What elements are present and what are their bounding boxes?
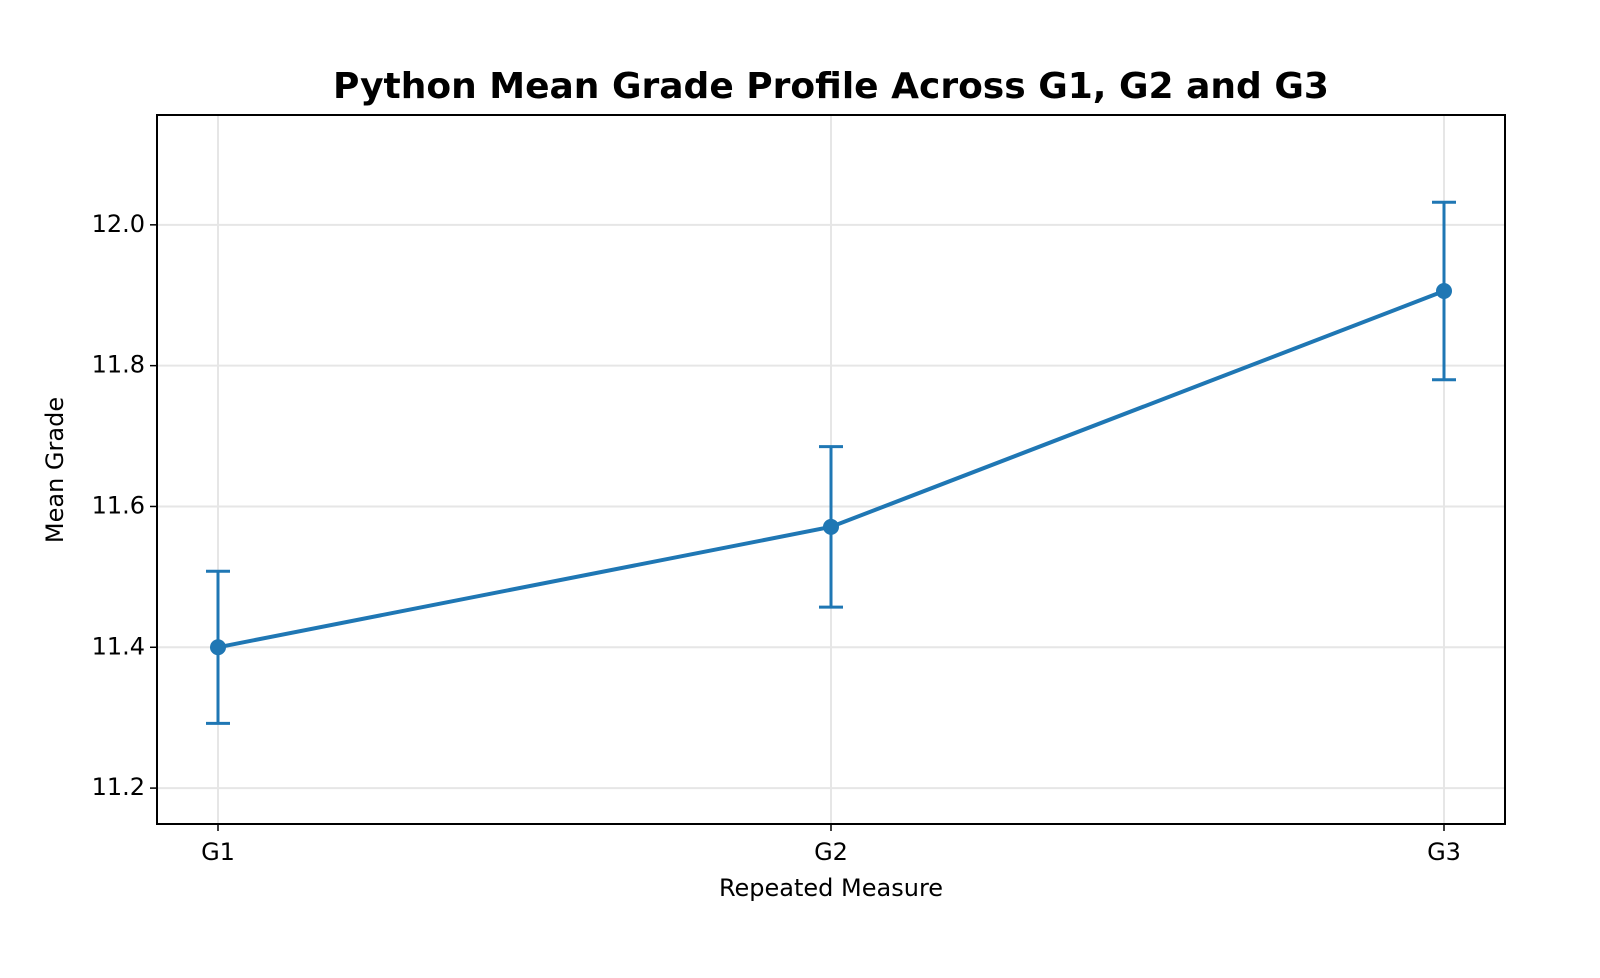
y-tick-label: 11.4 [92, 632, 145, 660]
y-tick-label: 11.6 [92, 491, 145, 519]
y-tick-label: 11.2 [92, 773, 145, 801]
point [1436, 283, 1452, 300]
x-axis-label: Repeated Measure [719, 874, 943, 902]
x-tick-label: G1 [201, 838, 235, 866]
point [823, 518, 839, 535]
chart-title: Python Mean Grade Profile Across G1, G2 … [333, 66, 1329, 107]
y-axis-label: Mean Grade [41, 397, 69, 543]
point [210, 639, 226, 656]
y-tick-label: 12.0 [92, 210, 145, 238]
x-tick-label: G3 [1427, 838, 1461, 866]
y-tick-label: 11.8 [92, 351, 145, 379]
x-tick-label: G2 [814, 838, 848, 866]
plot-frame [156, 114, 1506, 825]
